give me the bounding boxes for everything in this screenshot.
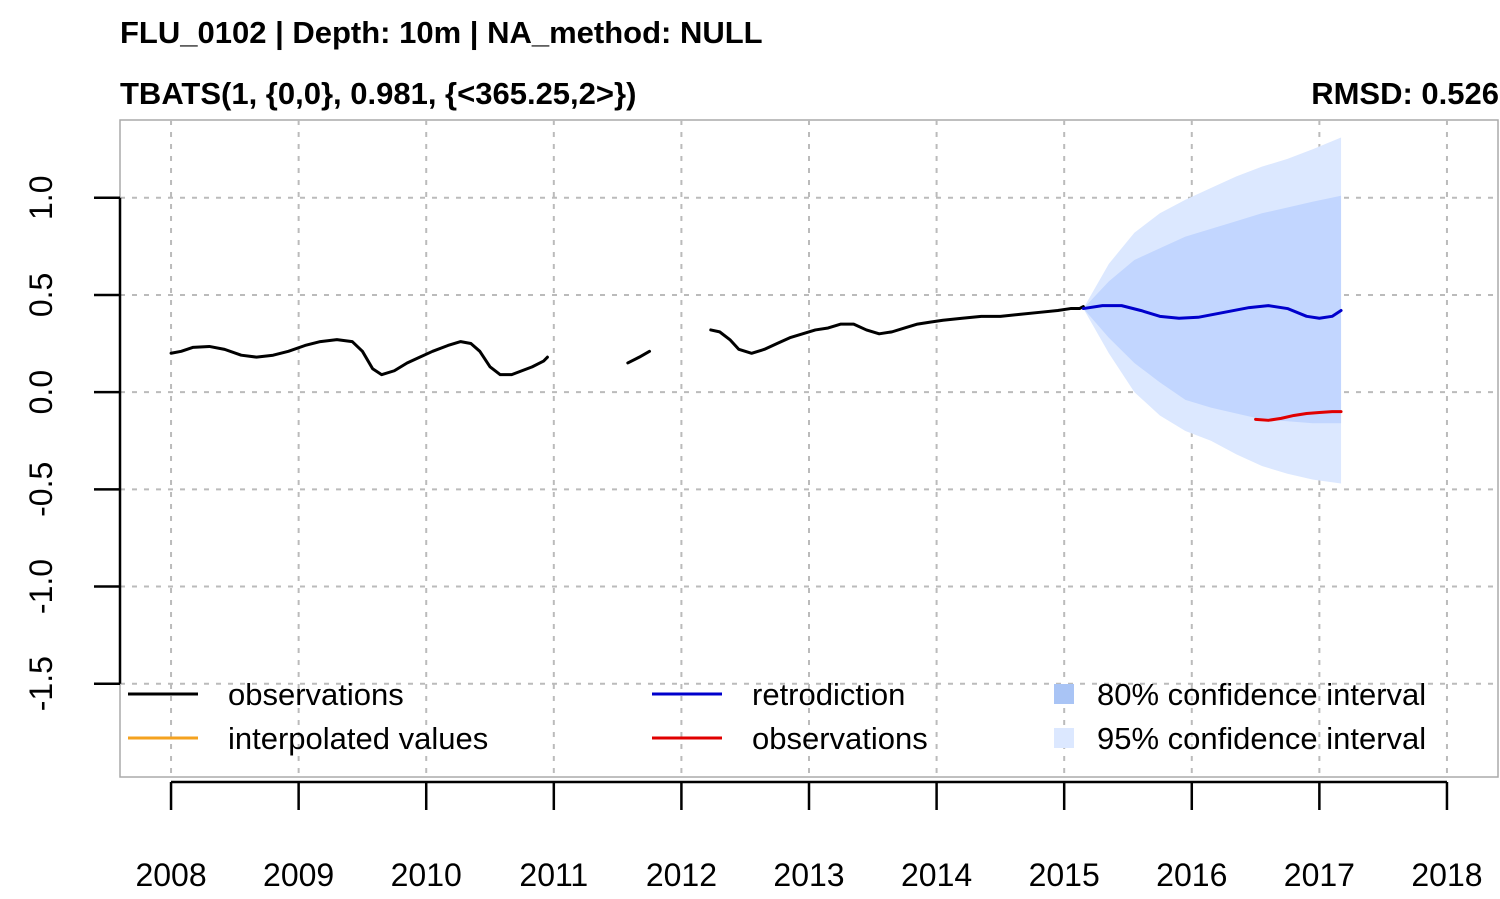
- chart-title: FLU_0102 | Depth: 10m | NA_method: NULL: [120, 15, 763, 50]
- x-tick-label-2016: 2016: [1156, 857, 1227, 893]
- series-line-3-segment-0: [1254, 410, 1343, 422]
- rmsd-annotation: RMSD: 0.526: [1311, 76, 1499, 111]
- legend-label-0-1: interpolated values: [228, 721, 488, 756]
- x-tick-label-2008: 2008: [135, 857, 206, 893]
- x-tick-label-2010: 2010: [391, 857, 462, 893]
- x-tick-label-2011: 2011: [519, 857, 588, 893]
- x-tick-label-2009: 2009: [263, 857, 334, 893]
- legend-label-2-0: 80% confidence interval: [1097, 677, 1426, 712]
- y-tick-label-5: 1.0: [23, 176, 59, 220]
- y-tick-label-3: 0.0: [23, 370, 59, 414]
- legend: observations interpolated values retrodict…: [128, 677, 1426, 756]
- legend-label-1-1: observations: [752, 721, 928, 756]
- legend-swatch-2-0: [1054, 684, 1074, 704]
- x-tick-label-2013: 2013: [773, 857, 844, 893]
- series-lines: [169, 304, 1343, 422]
- confidence-bands: [1083, 137, 1342, 484]
- band-80-percent: [1083, 195, 1342, 424]
- x-tick-label-2014: 2014: [901, 857, 972, 893]
- series-line-2-segment-0: [1081, 304, 1343, 320]
- y-tick-label-1: -1.0: [23, 559, 59, 614]
- legend-label-2-1: 95% confidence interval: [1097, 721, 1426, 756]
- x-tick-label-2018: 2018: [1411, 857, 1482, 893]
- chart-subtitle: TBATS(1, {0,0}, 0.981, {<365.25,2>}): [120, 76, 636, 111]
- y-tick-label-4: 0.5: [23, 273, 59, 317]
- series-line-0-segment-1: [626, 349, 652, 365]
- y-tick-label-2: -0.5: [23, 462, 59, 517]
- x-tick-label-2012: 2012: [646, 857, 717, 893]
- axes: -1.5 -1.0 -0.5 0.0 0.5 1.0 2008 2009 2010 2011 201…: [23, 176, 1483, 893]
- series-line-0-segment-2: [709, 305, 1085, 355]
- legend-label-0-0: observations: [228, 677, 404, 712]
- grid-lines: [120, 120, 1498, 777]
- legend-label-1-0: retrodiction: [752, 677, 905, 712]
- x-tick-label-2017: 2017: [1284, 857, 1355, 893]
- y-tick-label-0: -1.5: [23, 656, 59, 711]
- series-line-0-segment-0: [169, 338, 549, 377]
- legend-swatch-2-1: [1054, 728, 1074, 748]
- x-tick-label-2015: 2015: [1029, 857, 1100, 893]
